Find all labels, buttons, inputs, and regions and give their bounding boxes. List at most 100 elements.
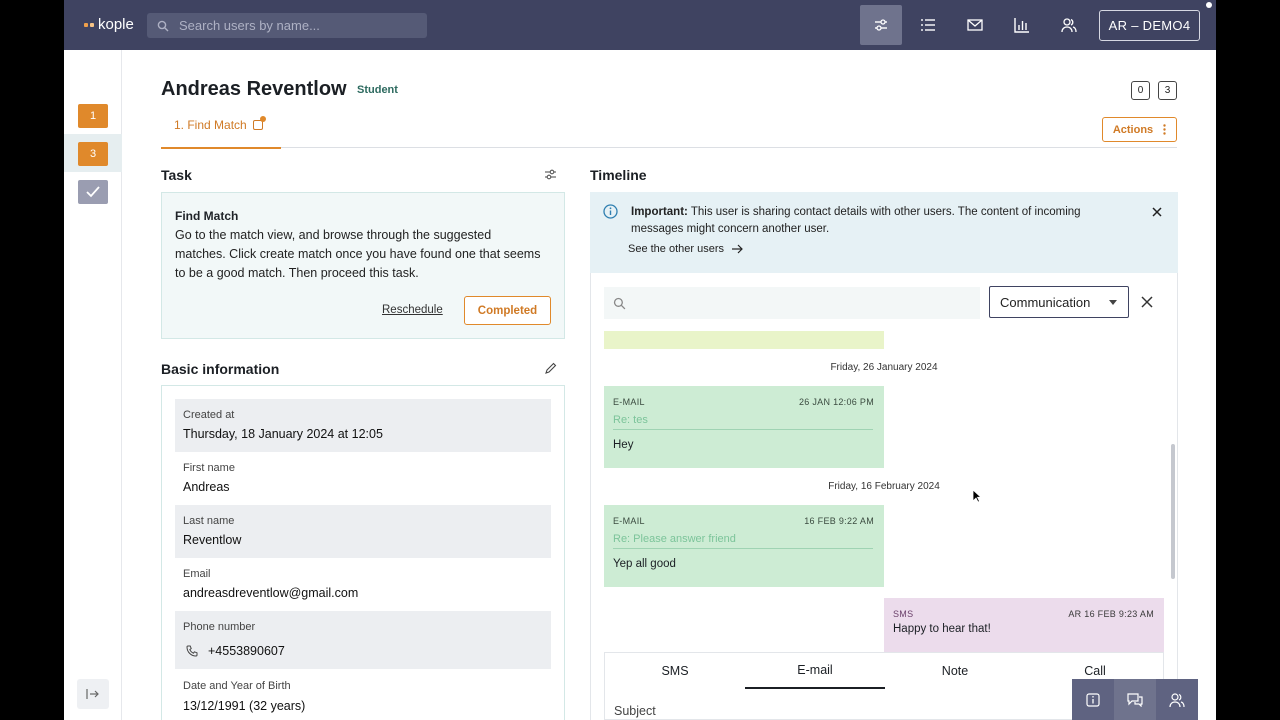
clear-filter-icon[interactable] [1141, 296, 1153, 308]
message-subject: Re: tes [613, 414, 873, 430]
checkmark-icon [86, 186, 100, 198]
more-vertical-icon [1163, 124, 1166, 135]
top-bar: kople AR – DEMO4 [64, 0, 1216, 50]
field-first-name: First name Andreas [175, 452, 551, 505]
nav-users-button[interactable] [1048, 5, 1090, 45]
nav-sliders-button[interactable] [860, 5, 902, 45]
field-value[interactable]: andreasdreventlow@gmail.com [183, 586, 359, 600]
info-square-icon [1086, 692, 1100, 707]
message-time: 16 FEB 9:22 AM [804, 516, 874, 526]
task-settings-icon[interactable] [544, 168, 557, 181]
composer-tab-email[interactable]: E-mail [745, 653, 885, 689]
composer-tab-sms[interactable]: SMS [661, 664, 689, 678]
users-icon [1169, 692, 1185, 707]
task-description: Go to the match view, and browse through… [175, 228, 541, 280]
rail-item-1[interactable]: 1 [78, 104, 108, 128]
field-last-name: Last name Reventlow [175, 505, 551, 558]
phone-value-row[interactable]: +4553890607 [186, 644, 285, 658]
edit-pencil-icon[interactable] [544, 362, 557, 375]
message-composer: SMS E-mail Note Call Subject [604, 652, 1164, 720]
collapse-rail-button[interactable] [77, 679, 109, 709]
important-banner: Important: This user is sharing contact … [590, 192, 1178, 273]
search-icon [157, 20, 169, 31]
previous-message-bubble[interactable] [604, 331, 884, 349]
tab-find-match-label: 1. Find Match [174, 118, 247, 132]
message-body: Happy to hear that! [893, 623, 991, 635]
basic-info-card: Created at Thursday, 18 January 2024 at … [161, 385, 565, 720]
field-value: Andreas [183, 480, 230, 494]
rail-item-done[interactable] [78, 180, 108, 204]
nav-list-button[interactable] [907, 5, 949, 45]
left-rail: 1 3 [64, 50, 122, 720]
list-icon [921, 19, 935, 31]
users-panel-button[interactable] [1156, 679, 1198, 720]
sliders-icon [875, 19, 887, 31]
nav-statistics-button[interactable] [1001, 5, 1043, 45]
message-body: Yep all good [613, 558, 676, 570]
chat-bubbles-icon [1127, 693, 1143, 707]
field-value: 13/12/1991 (32 years) [183, 699, 306, 713]
message-subject: Re: Please answer friend [613, 533, 873, 549]
see-other-users-label: See the other users [628, 243, 725, 255]
communication-filter-value: Communication [1000, 294, 1091, 310]
timeline-section-title: Timeline [590, 167, 647, 183]
email-message[interactable]: E-MAIL 16 FEB 9:22 AM Re: Please answer … [604, 505, 884, 587]
logo[interactable]: kople [84, 16, 134, 33]
actions-label: Actions [1112, 123, 1154, 136]
collapse-arrow-icon [86, 689, 99, 699]
close-banner-icon[interactable] [1152, 207, 1162, 217]
timeline-scrollbar[interactable] [1171, 444, 1175, 579]
banner-message: This user is sharing contact details wit… [631, 206, 1081, 235]
email-message[interactable]: E-MAIL 26 JAN 12:06 PM Re: tes Hey [604, 386, 884, 468]
mouse-cursor-icon [972, 489, 982, 503]
role-badge: Student [357, 84, 398, 96]
chat-panel-button[interactable] [1114, 679, 1156, 720]
counter-badge-first[interactable]: 0 [1131, 81, 1150, 100]
message-time: AR 16 FEB 9:23 AM [1068, 609, 1154, 619]
field-label: Last name [183, 515, 235, 527]
tab-divider [161, 147, 1177, 148]
message-body: Hey [613, 439, 634, 451]
arrow-right-icon [732, 244, 743, 254]
logo-mark-icon [84, 22, 94, 27]
phone-icon [186, 645, 198, 657]
message-type: SMS [893, 609, 914, 619]
field-email: Email andreasdreventlow@gmail.com [175, 558, 551, 611]
mail-icon [967, 19, 983, 31]
field-label: Created at [183, 409, 235, 421]
search-input[interactable] [179, 18, 409, 33]
tab-find-match[interactable]: 1. Find Match [161, 116, 281, 149]
user-menu-button[interactable]: AR – DEMO4 [1099, 10, 1200, 41]
field-label: First name [183, 462, 235, 474]
day-separator: Friday, 16 February 2024 [828, 481, 940, 492]
task-section-title: Task [161, 167, 192, 183]
nav-mail-button[interactable] [954, 5, 996, 45]
communication-filter-select[interactable]: Communication [989, 286, 1129, 318]
completed-button[interactable]: Completed [464, 296, 551, 325]
task-title: Find Match [175, 209, 239, 223]
composer-tab-note[interactable]: Note [941, 664, 969, 678]
info-panel-button[interactable] [1072, 679, 1114, 720]
reschedule-link[interactable]: Reschedule [382, 304, 443, 316]
open-link-icon [252, 116, 266, 130]
info-icon [603, 204, 618, 219]
message-type: E-MAIL [613, 516, 645, 526]
logo-text: kople [98, 16, 134, 33]
actions-button[interactable]: Actions [1102, 117, 1177, 142]
field-phone: Phone number +4553890607 [175, 611, 551, 669]
timeline-search-input[interactable] [604, 287, 980, 319]
field-value: Reventlow [183, 533, 242, 547]
field-label: Date and Year of Birth [183, 680, 291, 692]
sms-message[interactable]: SMS AR 16 FEB 9:23 AM Happy to hear that… [884, 598, 1164, 653]
subject-input[interactable]: Subject [614, 704, 656, 718]
notification-dot [1206, 2, 1212, 8]
day-separator: Friday, 26 January 2024 [830, 362, 938, 373]
counter-badge-second[interactable]: 3 [1158, 81, 1177, 100]
see-other-users-link[interactable]: See the other users [628, 243, 743, 255]
composer-tab-call[interactable]: Call [1084, 664, 1106, 678]
chevron-down-icon [1109, 300, 1117, 305]
search-box[interactable] [147, 13, 427, 38]
basic-info-section-title: Basic information [161, 361, 280, 377]
page-title: Andreas Reventlow [161, 78, 347, 100]
rail-item-3[interactable]: 3 [78, 142, 108, 166]
